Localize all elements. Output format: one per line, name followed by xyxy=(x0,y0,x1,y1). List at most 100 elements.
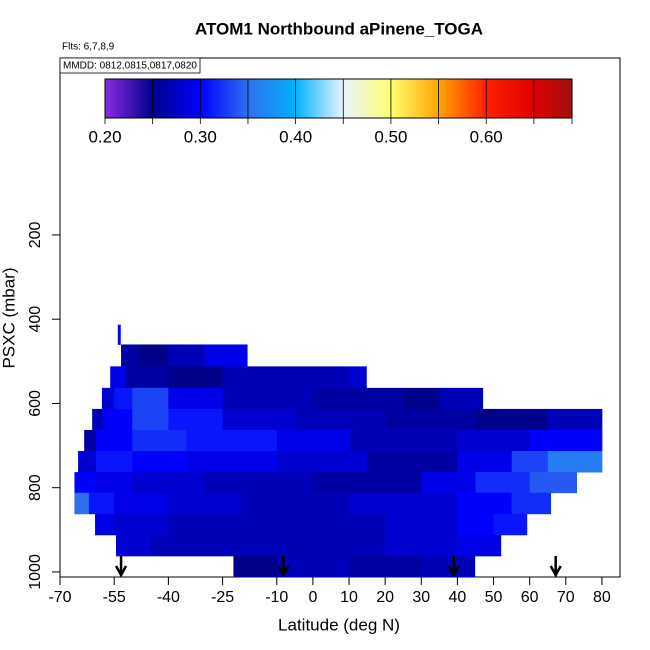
cell xyxy=(240,492,350,515)
cell xyxy=(493,513,528,536)
colorbar-tick-label: 0.30 xyxy=(184,127,217,146)
colorbar-segment xyxy=(105,79,153,118)
cell xyxy=(547,408,603,431)
cell xyxy=(294,408,386,431)
cell xyxy=(150,534,278,557)
cell xyxy=(385,408,476,431)
cell xyxy=(403,387,440,410)
cell xyxy=(110,366,126,389)
cell xyxy=(439,387,484,410)
cell xyxy=(95,513,115,536)
cell xyxy=(168,366,223,389)
cell xyxy=(132,429,187,452)
x-tick-label: -70 xyxy=(48,589,71,606)
cell xyxy=(117,324,121,345)
cell xyxy=(103,408,133,431)
cell xyxy=(125,366,169,389)
cell xyxy=(222,387,314,410)
cell xyxy=(547,451,603,473)
cell xyxy=(92,408,104,431)
chart-title: ATOM1 Northbound aPinene_TOGA xyxy=(195,19,483,38)
colorbar-segment xyxy=(390,79,439,118)
colorbar-segment xyxy=(486,79,534,118)
colorbar-segment xyxy=(533,79,572,118)
x-tick-label: 40 xyxy=(449,589,467,606)
subtitle: Flts: 6,7,8,9 xyxy=(62,42,115,53)
cell xyxy=(276,451,368,473)
cell xyxy=(96,451,133,473)
cell xyxy=(457,513,494,536)
cell xyxy=(457,429,531,452)
cell xyxy=(222,366,296,389)
flight-arrow xyxy=(549,556,562,578)
colorbar-segment xyxy=(343,79,391,118)
x-axis-label: Latitude (deg N) xyxy=(278,615,400,634)
y-tick-label: 1000 xyxy=(27,554,44,590)
cell xyxy=(168,513,278,536)
x-tick-label: 20 xyxy=(376,589,394,606)
colorbar-tick-label: 0.60 xyxy=(470,127,503,146)
x-tick-label: 30 xyxy=(412,589,430,606)
x-tick-label: -55 xyxy=(103,589,126,606)
cell xyxy=(132,472,205,494)
cell xyxy=(349,555,422,578)
x-tick-label: 50 xyxy=(485,589,503,606)
cell xyxy=(116,534,151,557)
cell xyxy=(204,344,248,367)
cell xyxy=(114,513,169,536)
x-tick-label: 70 xyxy=(557,589,575,606)
colorbar-segment xyxy=(295,79,344,118)
cell xyxy=(222,408,296,431)
cell xyxy=(132,451,187,473)
colorbar-frame xyxy=(104,78,573,119)
cell xyxy=(96,472,133,494)
x-tick-label: 0 xyxy=(308,589,317,606)
cell xyxy=(312,472,422,494)
cell xyxy=(168,344,205,367)
cell xyxy=(349,492,458,515)
y-tick-label: 600 xyxy=(27,390,44,417)
y-axis-label: PSXC (mbar) xyxy=(0,267,18,368)
cell xyxy=(114,492,169,515)
legend-text: MMDD: 0812,0815,0817,0820 xyxy=(63,61,197,72)
x-tick-label: -40 xyxy=(157,589,180,606)
cell xyxy=(139,344,169,367)
cell xyxy=(457,492,513,515)
colorbar-segment xyxy=(438,79,487,118)
cell xyxy=(529,472,578,494)
flight-arrow xyxy=(114,556,128,578)
x-tick-label: 10 xyxy=(340,589,358,606)
cell xyxy=(84,429,97,452)
flight-arrow xyxy=(447,556,460,578)
cell xyxy=(312,387,404,410)
cell xyxy=(78,451,97,473)
cell xyxy=(114,387,133,410)
cell xyxy=(168,408,223,431)
cell xyxy=(233,555,278,578)
colorbar-segment xyxy=(152,79,201,118)
cell xyxy=(132,387,169,410)
cell xyxy=(121,344,140,367)
y-tick-label: 200 xyxy=(27,221,44,248)
x-tick-label: 60 xyxy=(521,589,539,606)
cell xyxy=(276,429,350,452)
cell xyxy=(276,534,386,557)
cell xyxy=(475,408,549,431)
legend-box xyxy=(59,57,201,74)
cell xyxy=(88,492,115,515)
cell xyxy=(204,472,314,494)
cell xyxy=(186,429,278,452)
cell xyxy=(511,492,552,515)
x-tick-label: 80 xyxy=(593,589,611,606)
colorbar-segment xyxy=(200,79,248,118)
colorbar-segment xyxy=(247,79,296,118)
cell xyxy=(385,513,458,536)
cell xyxy=(74,492,90,515)
cell xyxy=(276,513,386,536)
cell xyxy=(294,366,350,389)
cell xyxy=(132,408,169,431)
cell xyxy=(457,451,513,473)
cell xyxy=(276,555,350,578)
cell xyxy=(96,429,133,452)
